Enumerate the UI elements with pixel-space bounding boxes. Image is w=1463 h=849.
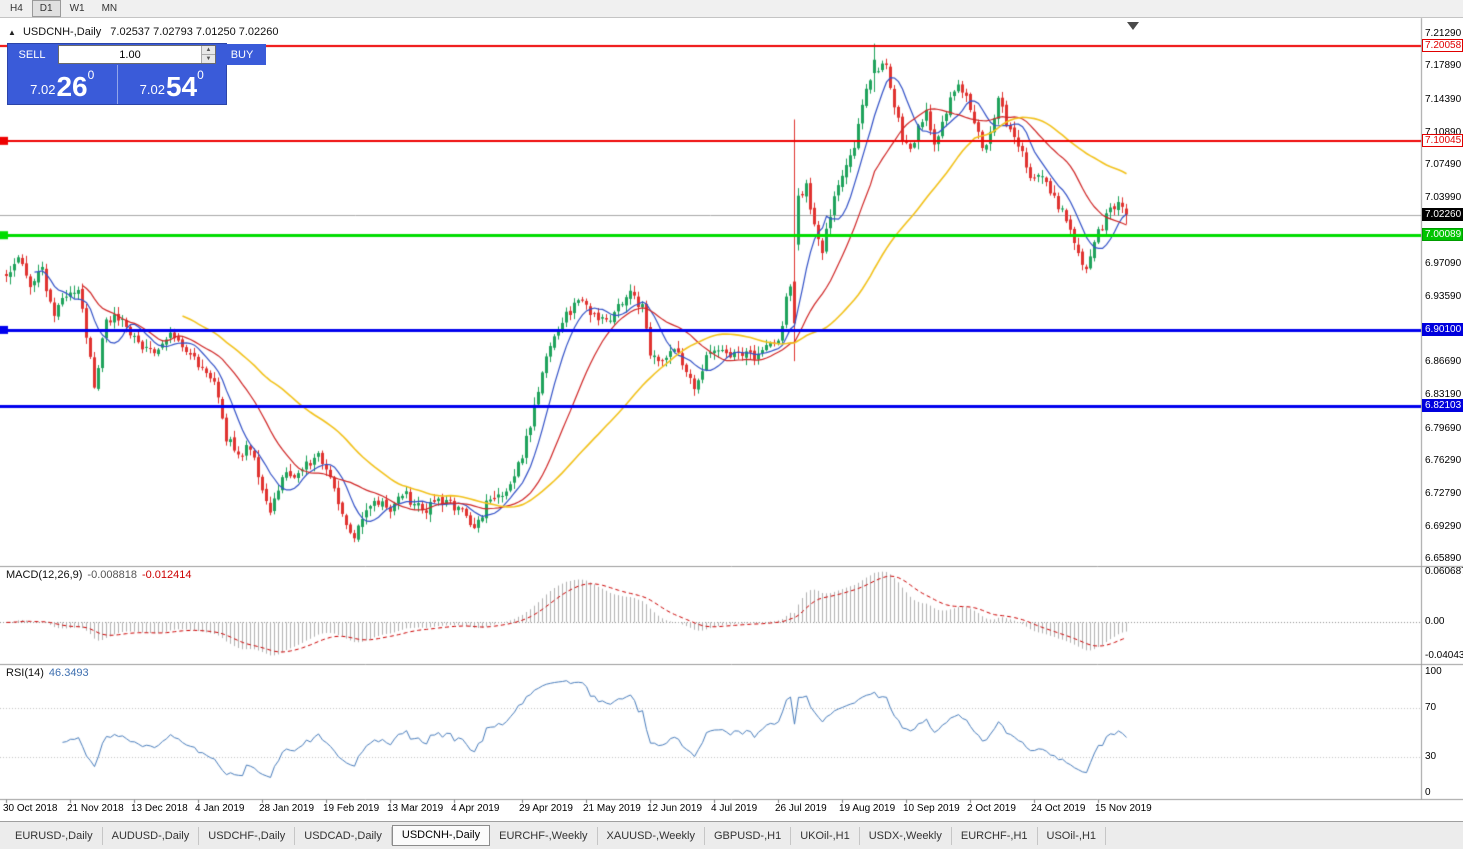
date-tick-label: 13 Mar 2019	[387, 803, 444, 814]
volume-stepper: ▲ ▼	[58, 45, 216, 64]
price-line-badge: 7.20058	[1422, 38, 1463, 52]
price-tick-label: 6.79690	[1425, 422, 1462, 434]
tab-usdcad-daily[interactable]: USDCAD-,Daily	[295, 826, 392, 845]
rsi-axis-label: 70	[1425, 702, 1437, 714]
date-tick-label: 4 Jan 2019	[195, 803, 245, 814]
tab-xauusd-weekly[interactable]: XAUUSD-,Weekly	[598, 826, 705, 845]
buy-price-point: 0	[197, 68, 204, 82]
tab-gbpusd-h1[interactable]: GBPUSD-,H1	[705, 826, 792, 845]
macd-axis-label: -0.040432	[1425, 649, 1463, 661]
price-tick-label: 7.07490	[1425, 159, 1462, 171]
tab-usoil-h1[interactable]: USOil-,H1	[1038, 826, 1107, 845]
price-line-badge: 7.02260	[1422, 207, 1463, 221]
buy-price-display[interactable]: 7.02 54 0	[118, 65, 227, 104]
rsi-axis-label: 100	[1425, 666, 1442, 677]
price-line-badge: 7.00089	[1422, 228, 1463, 242]
date-tick-label: 21 Nov 2018	[67, 803, 124, 814]
price-tick-label: 6.83190	[1425, 389, 1462, 401]
chart-header: ▲ USDCNH-,Daily 7.02537 7.02793 7.01250 …	[8, 26, 279, 38]
timeframe-w1-button[interactable]: W1	[69, 3, 85, 14]
volume-input[interactable]	[59, 46, 201, 63]
ohlc-values: 7.02537 7.02793 7.01250 7.02260	[110, 26, 279, 38]
rsi-indicator-label: RSI(14) 46.3493	[6, 667, 89, 679]
chart-shift-marker-icon[interactable]	[1127, 22, 1139, 30]
date-tick-label: 19 Feb 2019	[323, 803, 380, 814]
sell-price-display[interactable]: 7.02 26 0	[8, 65, 118, 104]
timeframe-toolbar: H4 D1 W1 MN	[0, 0, 1463, 18]
date-tick-label: 29 Apr 2019	[519, 803, 573, 814]
macd-value: -0.008818	[87, 569, 137, 581]
tab-usdx-weekly[interactable]: USDX-,Weekly	[860, 826, 952, 845]
price-tick-label: 6.69290	[1425, 521, 1462, 533]
sell-price-point: 0	[87, 68, 95, 82]
symbol-period-label: USDCNH-,Daily	[22, 26, 102, 38]
price-tick-label: 7.14390	[1425, 93, 1462, 105]
price-line-badge: 7.10045	[1422, 133, 1463, 147]
date-tick-label: 15 Nov 2019	[1095, 803, 1152, 814]
price-tick-label: 7.10890	[1425, 126, 1462, 138]
price-line-badge: 6.90100	[1422, 322, 1463, 336]
rsi-axis-label: 30	[1425, 750, 1437, 762]
rsi-value: 46.3493	[48, 667, 89, 679]
macd-axis-label: 0.00	[1425, 616, 1445, 628]
tab-usdchf-daily[interactable]: USDCHF-,Daily	[199, 826, 296, 845]
date-tick-label: 10 Sep 2019	[903, 803, 960, 814]
date-tick-label: 4 Apr 2019	[451, 803, 500, 814]
volume-increase-button[interactable]: ▲	[202, 46, 215, 54]
tab-usdcnh-daily[interactable]: USDCNH-,Daily	[391, 825, 491, 846]
sell-price-pips: 26	[56, 71, 88, 102]
rsi-axis-label: 0	[1425, 787, 1431, 798]
date-tick-label: 21 May 2019	[583, 803, 641, 814]
one-click-collapse-icon[interactable]: ▲	[8, 28, 16, 37]
date-tick-label: 26 Jul 2019	[775, 803, 827, 814]
price-tick-label: 7.17890	[1425, 60, 1462, 72]
tab-audusd-daily[interactable]: AUDUSD-,Daily	[103, 826, 200, 845]
sell-price-base: 7.02	[30, 82, 56, 97]
macd-signal-value: -0.012414	[141, 569, 192, 581]
macd-title: MACD(12,26,9)	[6, 569, 83, 581]
price-tick-label: 6.76290	[1425, 454, 1462, 466]
volume-decrease-button[interactable]: ▼	[202, 54, 215, 63]
tab-eurchf-h1[interactable]: EURCHF-,H1	[952, 826, 1038, 845]
sell-button[interactable]: SELL	[8, 44, 56, 65]
price-tick-label: 6.93590	[1425, 290, 1462, 302]
price-tick-label: 6.97090	[1425, 257, 1462, 269]
buy-button[interactable]: BUY	[218, 44, 266, 65]
price-tick-label: 6.86690	[1425, 356, 1462, 368]
price-line-badge: 6.82103	[1422, 398, 1463, 412]
timeframe-mn-button[interactable]: MN	[101, 3, 118, 14]
price-tick-label: 7.03990	[1425, 192, 1462, 204]
timeframe-d1-button[interactable]: D1	[31, 0, 61, 17]
date-tick-label: 28 Jan 2019	[259, 803, 315, 814]
price-tick-label: 6.65890	[1425, 553, 1462, 565]
tab-eurusd-daily[interactable]: EURUSD-,Daily	[6, 826, 103, 845]
date-tick-label: 30 Oct 2018	[3, 803, 58, 814]
price-tick-label: 7.21290	[1425, 28, 1462, 40]
date-tick-label: 4 Jul 2019	[711, 803, 758, 814]
macd-indicator-label: MACD(12,26,9) -0.008818 -0.012414	[6, 569, 192, 581]
date-axis: 30 Oct 2018 21 Nov 2018 13 Dec 2018 4 Jan 2…	[0, 803, 1421, 818]
buy-price-pips: 54	[165, 71, 198, 102]
price-tick-label: 6.72790	[1425, 488, 1462, 499]
date-tick-label: 12 Jun 2019	[647, 803, 703, 814]
tab-eurchf-weekly[interactable]: EURCHF-,Weekly	[490, 826, 598, 845]
buy-price-base: 7.02	[139, 82, 165, 97]
rsi-title: RSI(14)	[6, 667, 44, 679]
date-tick-label: 24 Oct 2019	[1031, 803, 1086, 814]
date-tick-label: 13 Dec 2018	[131, 803, 188, 814]
tab-ukoil-h1[interactable]: UKOil-,H1	[791, 826, 860, 845]
price-axis: 7.21290 7.17890 7.14390 7.10890 7.07490 7.039…	[1422, 0, 1463, 800]
date-tick-label: 19 Aug 2019	[839, 803, 896, 814]
date-tick-label: 2 Oct 2019	[967, 803, 1016, 814]
macd-axis-label: 0.060687	[1425, 566, 1463, 578]
timeframe-h4-button[interactable]: H4	[10, 3, 23, 14]
chart-tab-bar: EURUSD-,Daily AUDUSD-,Daily USDCHF-,Daily U…	[0, 821, 1463, 849]
